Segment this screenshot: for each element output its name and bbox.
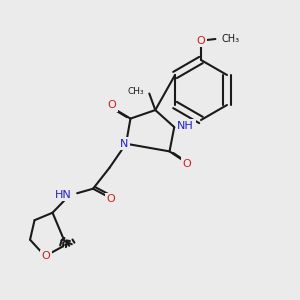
Text: NH: NH <box>177 121 194 130</box>
Text: CH₃: CH₃ <box>221 34 239 44</box>
Text: CH₃: CH₃ <box>127 87 144 96</box>
Text: O: O <box>107 100 116 110</box>
Text: O: O <box>107 194 116 204</box>
Text: N: N <box>120 139 129 149</box>
Text: O: O <box>41 251 50 261</box>
Text: HN: HN <box>55 190 72 200</box>
Text: O: O <box>196 35 206 46</box>
Text: O: O <box>182 159 191 169</box>
